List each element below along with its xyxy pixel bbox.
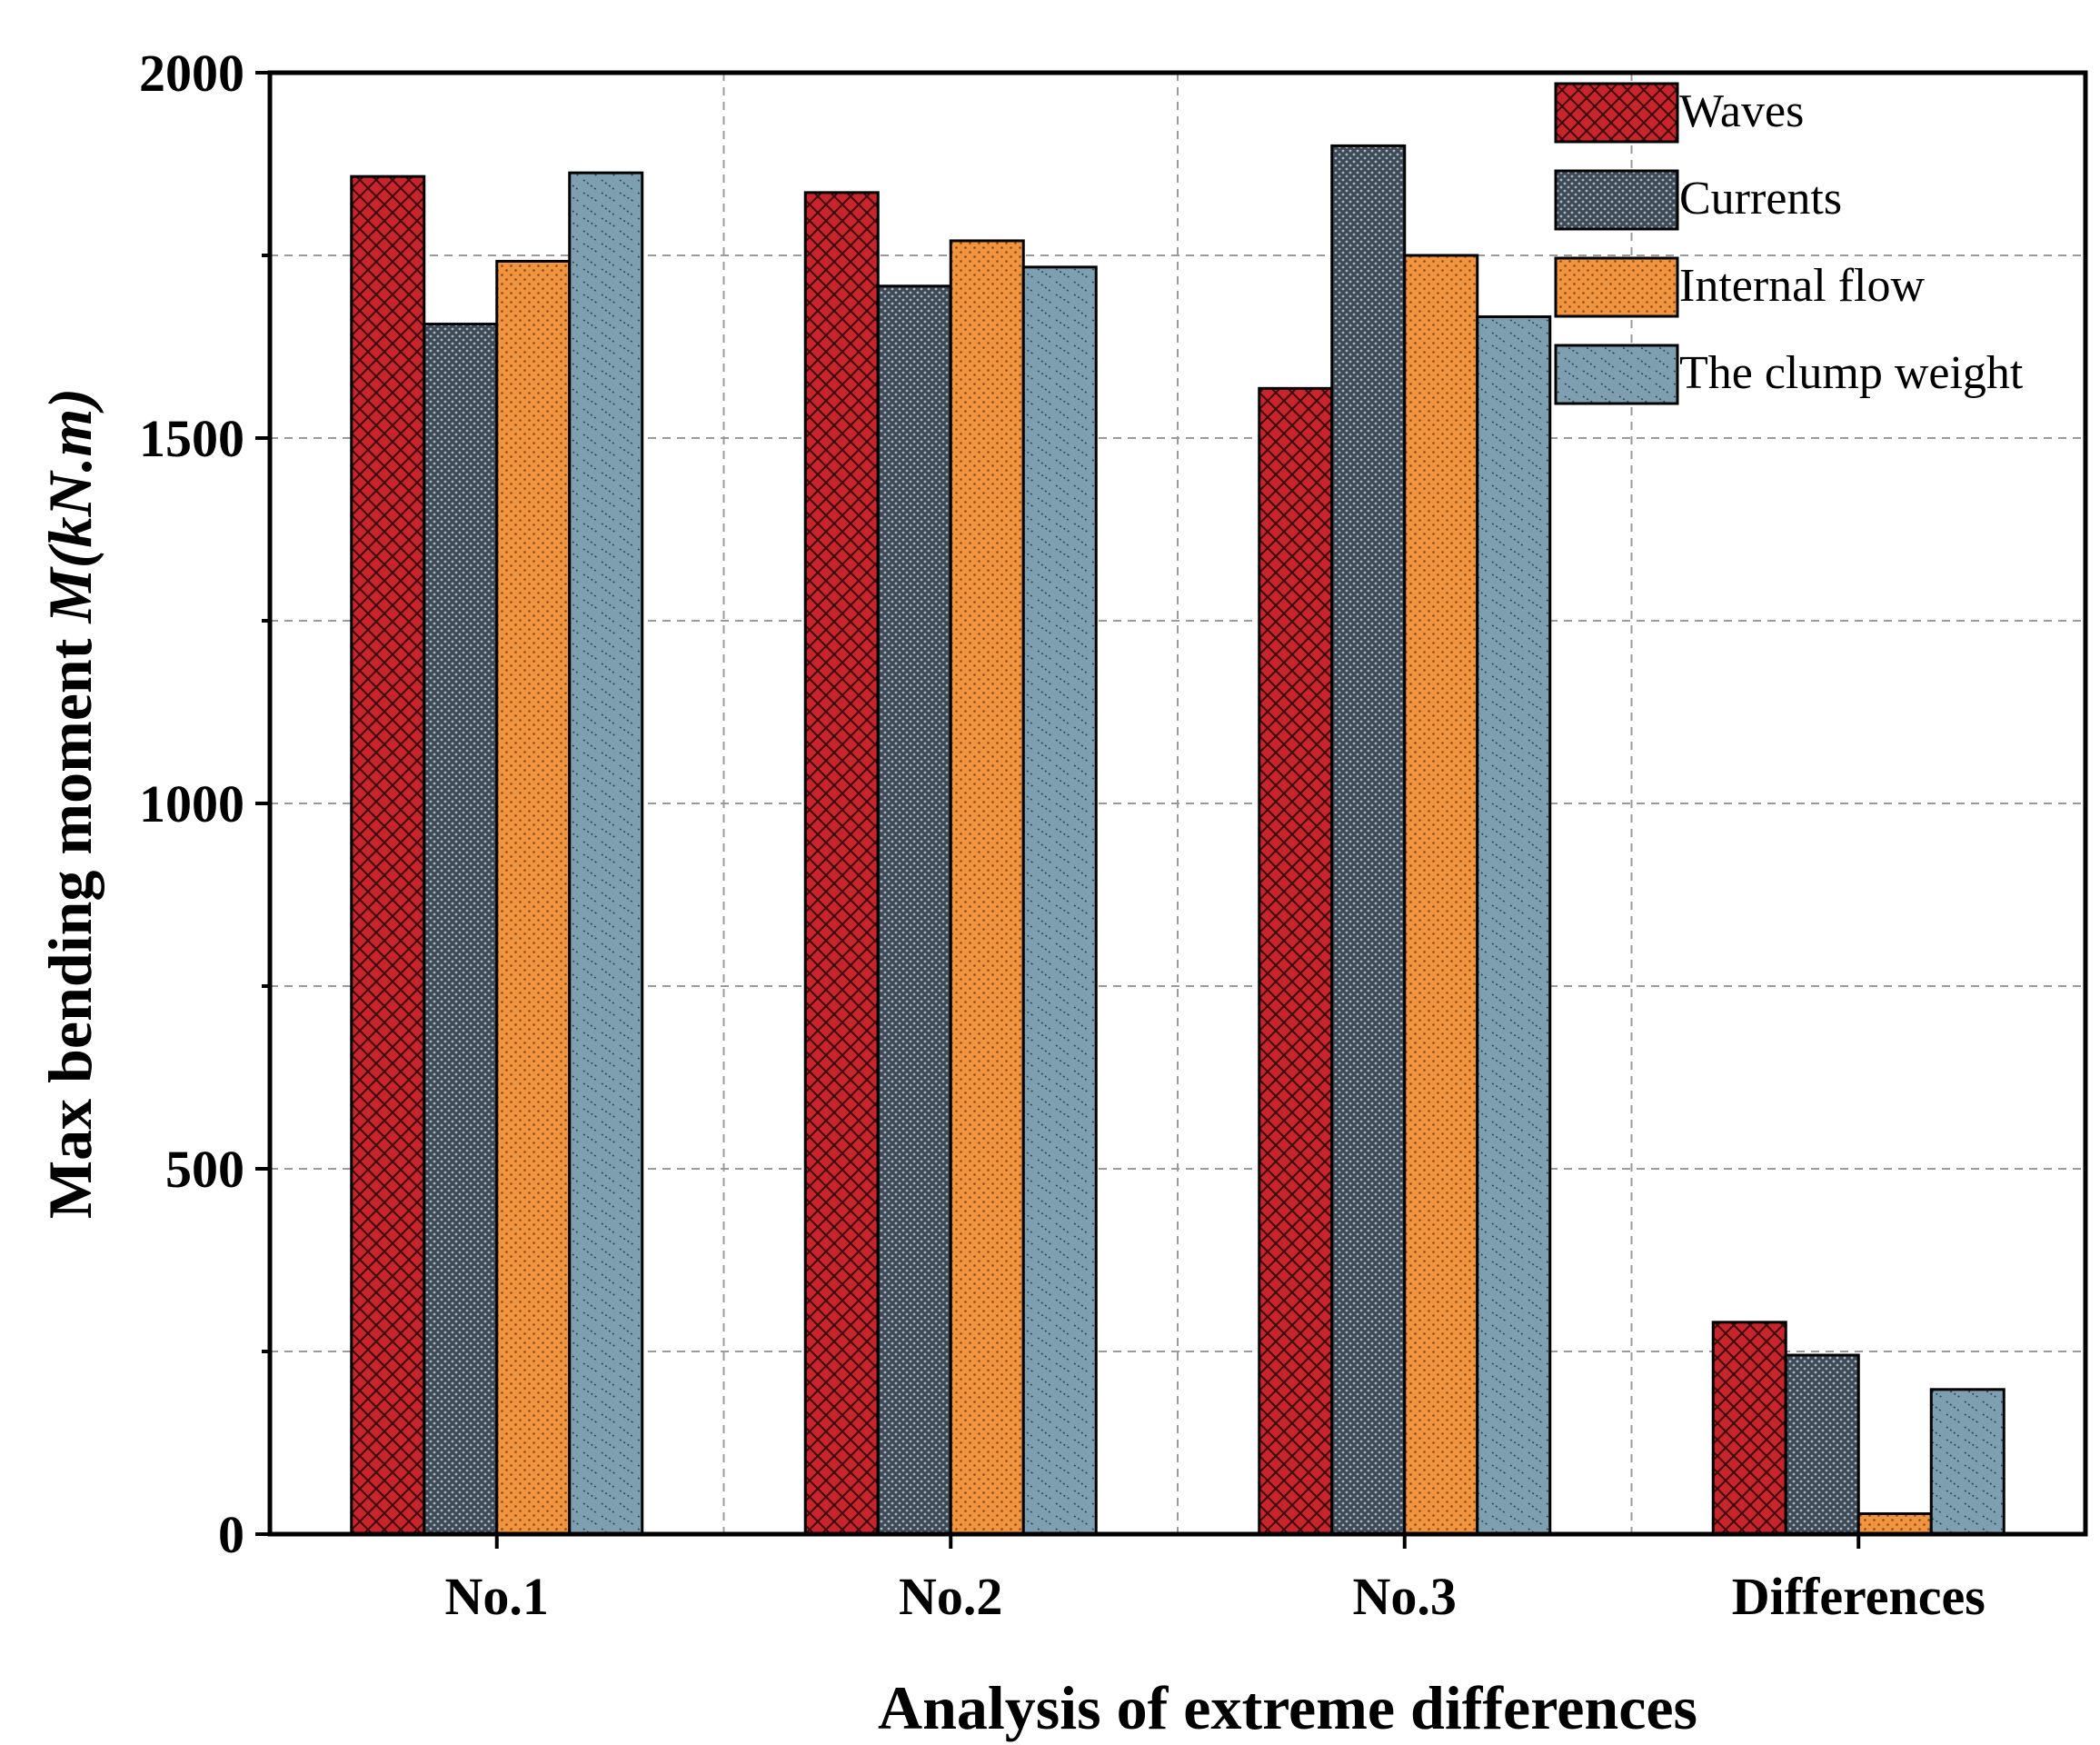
- legend-label: Currents: [1679, 173, 1842, 224]
- y-axis-title-unit: M(kN.m): [35, 388, 105, 624]
- x-axis-title: Analysis of extreme differences: [878, 1673, 1697, 1742]
- y-tick-label: 1500: [139, 409, 244, 468]
- x-tick-label: No.2: [899, 1567, 1002, 1626]
- x-tick-label: Differences: [1732, 1567, 1986, 1626]
- y-axis-tick-labels: 0 500 1000 1500 2000: [139, 44, 244, 1564]
- legend-swatch-the-clump-weight: [1554, 344, 1679, 405]
- bar-the-clump-weight-differences: [1929, 1388, 2005, 1536]
- y-tick-label: 0: [218, 1505, 244, 1564]
- legend: Waves Currents Internal flow The clump weig…: [1554, 82, 2024, 405]
- bar-currents-no1: [423, 323, 499, 1536]
- bar-internal-flow-no2: [949, 239, 1025, 1536]
- bar-internal-flow-differences: [1856, 1511, 1933, 1536]
- y-tick-label: 2000: [139, 44, 244, 103]
- legend-label: Waves: [1679, 85, 1804, 137]
- x-tick-label: No.1: [445, 1567, 549, 1626]
- bar-currents-differences: [1784, 1353, 1860, 1536]
- bar-the-clump-weight-no3: [1476, 315, 1552, 1536]
- legend-swatch-waves: [1554, 82, 1679, 144]
- bar-waves-differences: [1711, 1321, 1787, 1536]
- bar-currents-no2: [876, 284, 952, 1536]
- bar-the-clump-weight-no1: [568, 171, 644, 1536]
- legend-swatch-currents: [1554, 169, 1679, 231]
- x-axis-tick-labels: No.1 No.2 No.3 Differences: [445, 1567, 1986, 1626]
- bar-currents-no3: [1330, 144, 1407, 1536]
- y-tick-label: 1000: [139, 774, 244, 833]
- bar-waves-no3: [1258, 386, 1334, 1536]
- y-axis-title: Max bending moment M(kN.m): [35, 388, 105, 1219]
- bar-waves-no1: [350, 174, 426, 1536]
- bar-the-clump-weight-no2: [1021, 265, 1098, 1536]
- y-axis-title-prefix: Max bending moment: [35, 623, 105, 1219]
- legend-swatch-internal-flow: [1554, 256, 1679, 318]
- y-tick-label: 500: [165, 1140, 244, 1199]
- legend-label: Internal flow: [1679, 260, 1925, 312]
- axis-ticks: [255, 71, 1861, 1549]
- bar-internal-flow-no1: [495, 259, 572, 1536]
- legend-label: The clump weight: [1679, 347, 2024, 399]
- bar-internal-flow-no3: [1403, 254, 1479, 1536]
- x-tick-label: No.3: [1353, 1567, 1457, 1626]
- bar-waves-no2: [803, 191, 880, 1536]
- grid-lines: [270, 73, 2085, 1534]
